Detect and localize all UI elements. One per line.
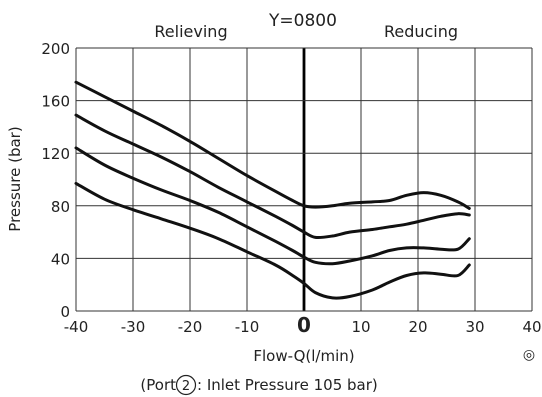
caption-suffix: : Inlet Pressure 105 bar) [197, 376, 378, 394]
x-tick-label: 0 [297, 313, 311, 337]
x-tick-label: 20 [408, 318, 427, 336]
chart-grid [75, 47, 533, 312]
y-tick-label: 120 [41, 145, 70, 163]
y-axis-label: Pressure (bar) [6, 126, 24, 231]
double-circle-symbol: ◎ [523, 347, 535, 363]
pressure-curve-4 [74, 181, 471, 300]
x-tick-label: -30 [121, 318, 146, 336]
pressure-curve-1 [74, 80, 471, 210]
y-tick-label: 200 [41, 40, 70, 58]
chart-title: Y=0800 [268, 11, 337, 31]
x-axis-label: Flow-Q(l/min) [253, 347, 354, 365]
pressure-curve-3 [74, 146, 471, 266]
chart-series-group [74, 80, 471, 300]
reducing-label: Reducing [384, 22, 458, 41]
port-number: 2 [182, 379, 190, 394]
x-tick-labels: -40 -30 -20 -10 0 10 20 30 40 [64, 313, 542, 337]
y-tick-labels: 0 40 80 120 160 200 [41, 40, 70, 321]
pressure-curve-2 [74, 113, 471, 240]
caption-prefix: (Port [140, 376, 176, 394]
y-tick-label: 40 [51, 250, 70, 268]
port-number-circle [175, 374, 197, 396]
y-tick-label: 80 [51, 198, 70, 216]
y-tick-label: 0 [60, 303, 70, 321]
x-tick-label: 40 [522, 318, 541, 336]
y-tick-label: 160 [41, 93, 70, 111]
x-tick-label: 10 [351, 318, 370, 336]
x-tick-label: 30 [465, 318, 484, 336]
x-tick-label: -20 [178, 318, 203, 336]
x-tick-label: -10 [235, 318, 260, 336]
x-tick-label: -40 [64, 318, 89, 336]
relieving-label: Relieving [154, 22, 227, 41]
